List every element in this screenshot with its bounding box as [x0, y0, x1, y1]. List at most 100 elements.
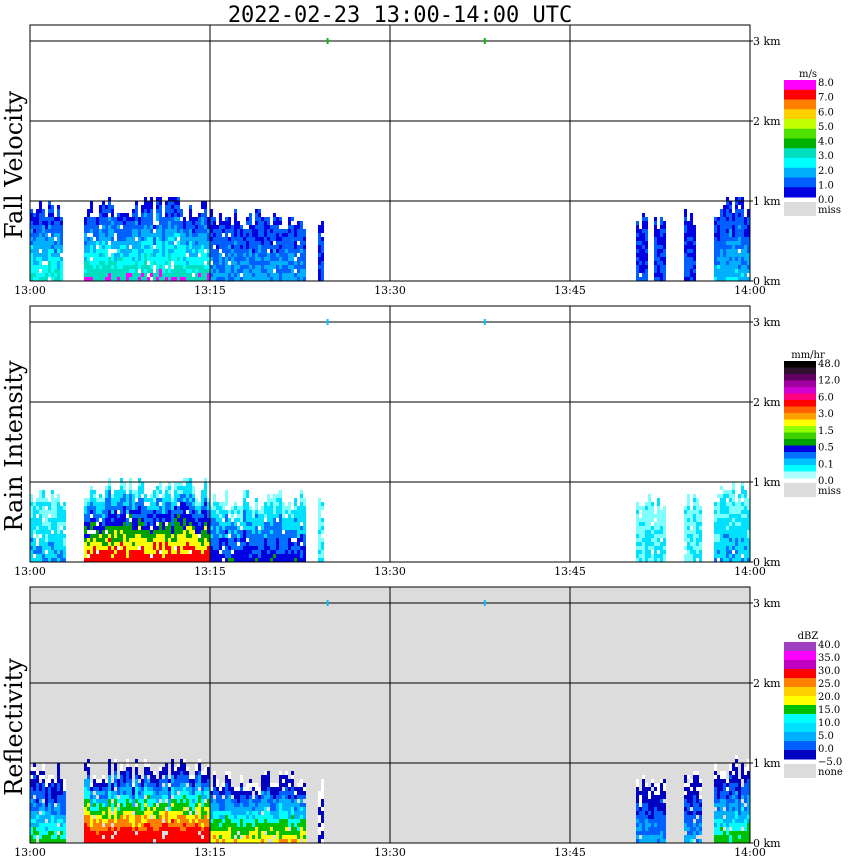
echo-cell	[222, 221, 225, 225]
echo-cell	[63, 534, 66, 538]
echo-cell	[237, 249, 240, 253]
echo-cell	[198, 783, 201, 787]
echo-cell	[99, 819, 102, 823]
echo-cell	[45, 787, 48, 791]
echo-cell	[120, 775, 123, 779]
echo-cell	[39, 245, 42, 249]
echo-cell	[684, 269, 687, 273]
echo-cell	[264, 819, 267, 823]
echo-cell	[39, 823, 42, 827]
echo-cell	[723, 229, 726, 233]
echo-cell	[231, 530, 234, 534]
echo-cell	[51, 815, 54, 819]
echo-cell	[183, 217, 186, 221]
echo-cell	[660, 265, 663, 269]
echo-cell	[228, 269, 231, 273]
echo-cell	[204, 815, 207, 819]
echo-cell	[240, 229, 243, 233]
time-tick-label: 13:00	[14, 565, 46, 578]
echo-cell	[639, 257, 642, 261]
echo-cell	[132, 257, 135, 261]
echo-cell	[84, 542, 87, 546]
echo-cell	[285, 518, 288, 522]
echo-cell	[234, 217, 237, 221]
echo-cell	[174, 831, 177, 835]
echo-cell	[186, 526, 189, 530]
echo-cell	[231, 819, 234, 823]
echo-cell	[156, 502, 159, 506]
echo-cell	[147, 823, 150, 827]
echo-cell	[690, 510, 693, 514]
echo-cell	[162, 261, 165, 265]
echo-cell	[87, 542, 90, 546]
echo-cell	[693, 265, 696, 269]
echo-cell	[258, 261, 261, 265]
echo-cell	[744, 530, 747, 534]
echo-cell	[222, 269, 225, 273]
echo-cell	[303, 502, 306, 506]
echo-cell	[294, 510, 297, 514]
echo-cell	[213, 835, 216, 839]
echo-cell	[723, 546, 726, 550]
echo-cell	[60, 815, 63, 819]
echo-cell	[39, 253, 42, 257]
echo-cell	[30, 538, 33, 542]
echo-cell	[144, 771, 147, 775]
echo-cell	[54, 518, 57, 522]
echo-cell	[285, 538, 288, 542]
echo-cell	[177, 486, 180, 490]
echo-cell	[258, 831, 261, 835]
echo-cell	[93, 783, 96, 787]
echo-cell	[255, 269, 258, 273]
echo-cell	[180, 265, 183, 269]
echo-cell	[636, 506, 639, 510]
echo-cell	[261, 241, 264, 245]
echo-cell	[741, 482, 744, 486]
echo-cell	[687, 494, 690, 498]
echo-cell	[687, 522, 690, 526]
echo-cell	[129, 490, 132, 494]
echo-cell	[243, 506, 246, 510]
echo-cell	[738, 229, 741, 233]
echo-cell	[105, 209, 108, 213]
echo-cell	[117, 799, 120, 803]
echo-cell	[729, 225, 732, 229]
echo-cell	[63, 779, 66, 783]
echo-cell	[657, 245, 660, 249]
echo-cell	[180, 229, 183, 233]
echo-cell	[648, 502, 651, 506]
echo-cell	[129, 542, 132, 546]
echo-cell	[687, 225, 690, 229]
echo-cell	[738, 514, 741, 518]
echo-cell	[267, 273, 270, 277]
echo-cell	[150, 197, 153, 201]
echo-cell	[243, 269, 246, 273]
echo-cell	[57, 542, 60, 546]
echo-cell	[318, 550, 321, 554]
echo-cell	[738, 233, 741, 237]
echo-cell	[204, 827, 207, 831]
echo-cell	[138, 229, 141, 233]
echo-cell	[120, 253, 123, 257]
echo-cell	[147, 799, 150, 803]
echo-cell	[186, 514, 189, 518]
echo-cell	[228, 799, 231, 803]
echo-cell	[84, 241, 87, 245]
echo-cell	[147, 237, 150, 241]
echo-cell	[723, 205, 726, 209]
echo-cell	[693, 261, 696, 265]
echo-cell	[57, 807, 60, 811]
echo-cell	[699, 518, 702, 522]
colorbar-label: 3.0	[818, 151, 834, 162]
echo-cell	[726, 253, 729, 257]
echo-cell	[33, 803, 36, 807]
echo-cell	[261, 534, 264, 538]
echo-cell	[279, 534, 282, 538]
echo-cell	[63, 811, 66, 815]
echo-cell	[720, 542, 723, 546]
echo-cell	[687, 245, 690, 249]
echo-cell	[105, 205, 108, 209]
echo-cell	[303, 554, 306, 558]
echo-cell	[195, 827, 198, 831]
echo-cell	[126, 253, 129, 257]
